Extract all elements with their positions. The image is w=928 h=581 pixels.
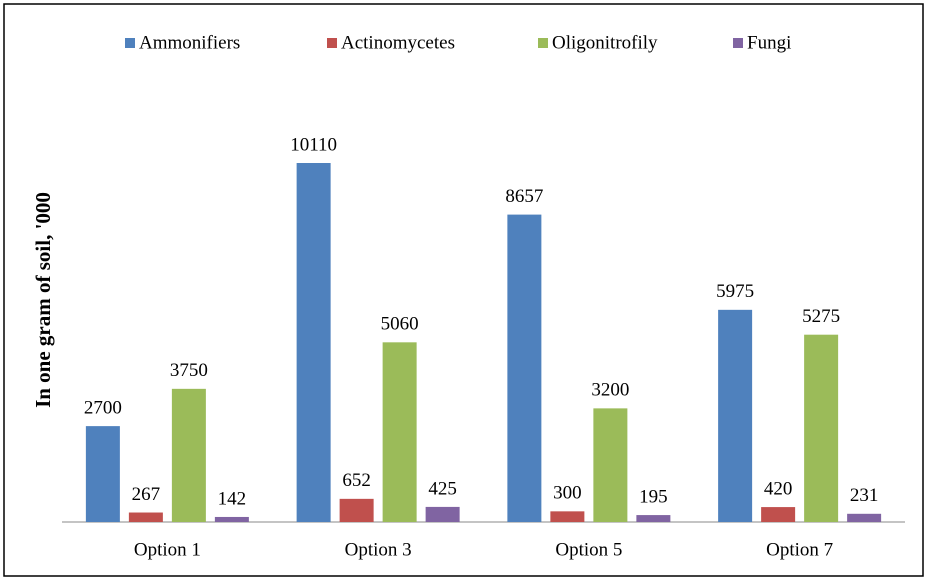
bar [382,342,417,522]
bar [85,426,120,522]
bar [804,334,839,522]
legend-swatch [327,38,337,48]
x-tick-label: Option 7 [766,539,833,560]
legend-label: Actinomycetes [341,32,455,53]
legend-label: Oligonitrofily [552,32,658,53]
legend-swatch [125,38,135,48]
data-label: 300 [553,483,582,504]
data-label: 3750 [170,360,208,381]
data-label: 425 [428,478,457,499]
data-label: 142 [218,488,247,509]
bar [761,507,796,522]
bar [847,513,882,522]
bar [339,498,374,522]
bar [507,214,542,522]
legend-swatch [733,38,743,48]
x-tick-label: Option 1 [134,539,201,560]
x-tick-label: Option 3 [345,539,412,560]
data-label: 420 [764,478,793,499]
bar [296,163,331,522]
data-label: 8657 [505,186,543,207]
bar [425,506,460,522]
data-label: 5060 [381,314,419,335]
legend-label: Ammonifiers [139,32,240,53]
bar [636,515,671,522]
bar [171,388,206,522]
bar [128,512,163,522]
bar [550,511,585,522]
data-label: 652 [342,470,371,491]
x-tick-label: Option 5 [555,539,622,560]
data-label: 5275 [802,306,840,327]
bar [593,408,628,522]
y-axis-label: In one gram of soil, '000 [31,192,55,408]
bar [214,516,249,522]
legend-swatch [538,38,548,48]
data-label: 3200 [591,380,629,401]
bar [718,309,753,522]
data-label: 5975 [716,281,754,302]
chart-border [3,3,924,577]
data-label: 195 [639,486,668,507]
data-label: 267 [132,484,161,505]
data-label: 10110 [290,134,337,155]
data-label: 2700 [84,397,122,418]
data-label: 231 [850,485,879,506]
legend-label: Fungi [747,32,791,53]
